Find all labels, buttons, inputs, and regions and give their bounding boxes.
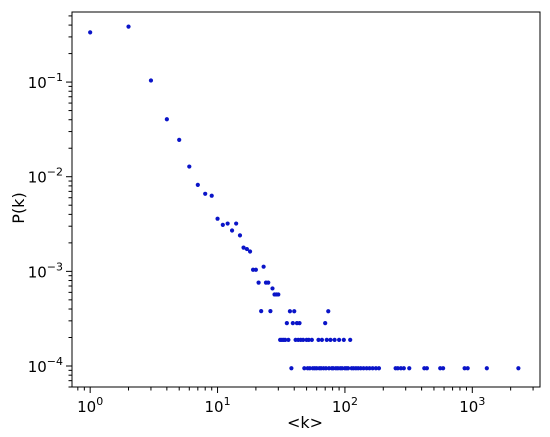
data-point bbox=[225, 221, 230, 226]
data-point bbox=[241, 245, 246, 250]
data-point bbox=[462, 366, 467, 371]
data-point bbox=[361, 366, 366, 371]
data-point bbox=[302, 366, 307, 371]
x-tick-label: 100 bbox=[77, 395, 103, 416]
data-point bbox=[203, 191, 208, 196]
data-point bbox=[276, 292, 281, 297]
data-point bbox=[256, 280, 261, 285]
data-point bbox=[364, 366, 369, 371]
data-point bbox=[229, 228, 235, 233]
data-point bbox=[261, 264, 266, 269]
data-point bbox=[326, 366, 332, 371]
data-point bbox=[259, 309, 264, 314]
data-point bbox=[309, 337, 314, 342]
data-point bbox=[328, 337, 333, 342]
y-axis-label: P(k) bbox=[9, 192, 28, 223]
data-point bbox=[266, 280, 271, 285]
data-point bbox=[126, 24, 131, 29]
data-point bbox=[319, 337, 325, 342]
data-point bbox=[373, 366, 378, 371]
data-point bbox=[441, 366, 446, 371]
x-tick-label: 102 bbox=[332, 395, 358, 416]
data-point bbox=[306, 337, 311, 342]
axis-ticks: 100 101 102 103 10−4 10−3 10−2 10−1 bbox=[28, 15, 534, 416]
data-point bbox=[324, 337, 329, 342]
data-point bbox=[395, 366, 400, 371]
data-point bbox=[337, 337, 342, 342]
data-point bbox=[195, 182, 200, 187]
y-tick-label: 10−3 bbox=[28, 260, 63, 281]
data-point bbox=[326, 309, 331, 314]
data-point bbox=[244, 246, 249, 252]
data-point bbox=[332, 337, 337, 342]
data-point bbox=[289, 366, 294, 371]
y-tick-label: 10−1 bbox=[28, 71, 63, 92]
data-point bbox=[341, 337, 346, 342]
data-point bbox=[323, 366, 329, 371]
data-point bbox=[215, 216, 220, 221]
x-tick-label: 103 bbox=[459, 395, 485, 416]
data-point bbox=[370, 366, 375, 371]
data-point bbox=[247, 249, 253, 254]
x-tick-label: 101 bbox=[205, 395, 231, 416]
data-point bbox=[401, 366, 406, 371]
data-point bbox=[148, 78, 154, 83]
data-point bbox=[253, 267, 258, 272]
data-point bbox=[187, 164, 192, 169]
data-point bbox=[268, 309, 273, 314]
data-point bbox=[376, 366, 382, 371]
data-point bbox=[286, 337, 291, 342]
data-point bbox=[301, 337, 306, 342]
data-point bbox=[237, 233, 243, 238]
data-point bbox=[407, 366, 412, 371]
data-point bbox=[367, 366, 372, 371]
data-point bbox=[270, 286, 275, 291]
data-point bbox=[307, 366, 312, 371]
data-point bbox=[424, 366, 429, 371]
data-point bbox=[438, 366, 443, 371]
data-point bbox=[398, 366, 403, 371]
data-point bbox=[220, 222, 225, 227]
data-point bbox=[292, 309, 297, 314]
data-point bbox=[348, 337, 353, 342]
x-axis-label: <k> bbox=[287, 413, 323, 432]
data-point bbox=[177, 137, 182, 142]
data-point bbox=[234, 221, 239, 226]
plot-frame bbox=[71, 11, 541, 388]
data-point bbox=[316, 337, 321, 342]
data-point bbox=[88, 30, 93, 35]
y-tick-label: 10−4 bbox=[28, 355, 63, 376]
data-point bbox=[209, 193, 214, 198]
data-point bbox=[164, 117, 169, 122]
data-point bbox=[284, 321, 289, 326]
y-tick-label: 10−2 bbox=[28, 166, 63, 187]
data-point bbox=[465, 366, 470, 371]
data-point bbox=[323, 321, 328, 326]
data-point bbox=[516, 366, 521, 371]
data-points bbox=[88, 24, 521, 371]
data-point bbox=[346, 366, 351, 371]
data-point bbox=[297, 321, 302, 326]
data-point bbox=[283, 337, 288, 342]
data-point bbox=[290, 321, 295, 326]
data-point bbox=[287, 309, 293, 314]
data-point bbox=[484, 366, 489, 371]
